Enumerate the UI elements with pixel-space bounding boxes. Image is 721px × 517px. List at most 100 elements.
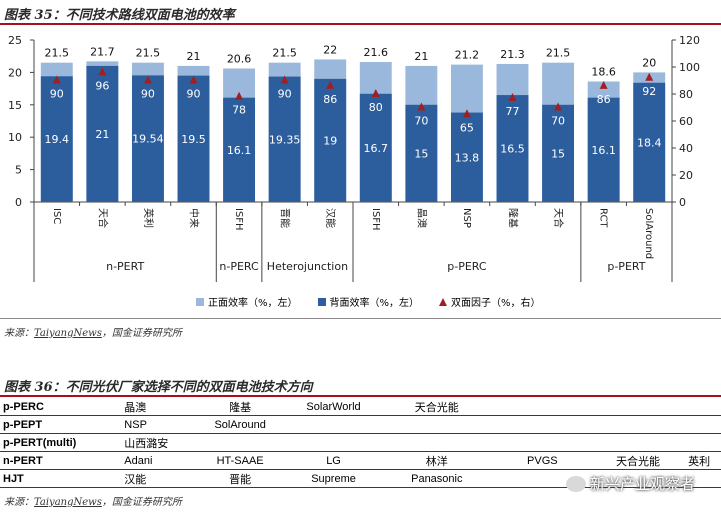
legend-front-label: 正面效率（%，左） — [208, 298, 298, 309]
back-value-label: 15 — [414, 147, 428, 160]
front-value-label: 21.2 — [455, 49, 480, 62]
category-label: ISFH — [233, 208, 244, 231]
left-tick-label: 5 — [15, 164, 22, 177]
legend-front: 正面效率（%，左） — [196, 294, 298, 309]
front-value-label: 21 — [414, 50, 428, 63]
right-tick-label: 0 — [679, 196, 686, 209]
category-label: 隆基 — [507, 208, 520, 228]
tech-manufacturer — [200, 433, 280, 452]
watermark-text: 新兴产业观察者 — [589, 475, 695, 493]
factor-marker — [599, 80, 608, 89]
back-value-label: 19.35 — [269, 133, 301, 146]
legend-back: 背面效率（%，左） — [317, 294, 419, 309]
factor-marker — [280, 75, 289, 84]
tech-manufacturer — [598, 433, 678, 452]
bar-back — [359, 93, 392, 202]
bar-back — [177, 75, 210, 202]
front-value-label: 18.6 — [591, 65, 616, 78]
bar-back — [86, 65, 119, 202]
factor-marker — [371, 89, 380, 97]
factor-value-label: 96 — [95, 79, 109, 92]
tech-manufacturer — [598, 415, 678, 434]
tech-row-label: p-PERC — [0, 398, 123, 416]
tech-manufacturer — [677, 433, 721, 452]
factor-marker — [189, 75, 198, 84]
front-value-label: 21.6 — [364, 46, 389, 59]
bar-back — [633, 82, 666, 202]
figure-35-title: 图表 35：不同技术路线双面电池的效率 — [4, 8, 235, 23]
bar-back — [587, 97, 620, 202]
bar-back — [450, 112, 483, 202]
tech-direction-table: p-PERC 晶澳 隆基 SolarWorld 天合光能 p-PEPT NSP SolArou… — [0, 398, 721, 488]
tech-manufacturer: SolarWorld — [279, 398, 388, 416]
back-value-label: 19 — [323, 134, 337, 147]
source-link[interactable]: TaiyangNews — [34, 328, 102, 339]
tech-manufacturer — [677, 415, 721, 434]
tech-manufacturer — [387, 433, 486, 452]
tech-manufacturer: 山西潞安 — [122, 433, 201, 452]
category-label: NSP — [461, 208, 472, 228]
chart-legend: 正面效率（%，左） 背面效率（%，左） 双面因子（%，右） — [196, 294, 541, 309]
tech-row-label: p-PERT(multi) — [0, 433, 123, 452]
back-value-label: 19.5 — [181, 133, 206, 146]
factor-value-label: 86 — [323, 93, 337, 106]
legend-back-swatch — [317, 297, 326, 306]
tech-manufacturer: HT-SAAE — [200, 451, 280, 470]
category-label: 天合 — [96, 208, 109, 228]
figure-36-source: 来源：TaiyangNews，国金证券研究所 — [4, 493, 182, 508]
tech-manufacturer — [598, 398, 678, 416]
factor-marker — [417, 102, 426, 111]
efficiency-chart: 0 5 10 15 20 25 0 20 40 60 80 100 120 21.5 19.4 90 ISC 21… — [8, 34, 700, 282]
tech-row: n-PERT Adani HT-SAAE LG 林洋 PVGS 天合光能 英利 — [0, 451, 721, 470]
right-tick-label: 80 — [679, 88, 693, 101]
watermark: 新兴产业观察者 — [565, 473, 695, 494]
front-value-label: 21.5 — [136, 47, 161, 60]
bar-back — [40, 76, 73, 202]
back-value-label: 19.4 — [45, 133, 70, 146]
source-link-2[interactable]: TaiyangNews — [34, 497, 102, 508]
tech-row: HJT 汉能 晋能 Supreme Panasonic — [0, 469, 721, 488]
legend-factor-label: 双面因子（%，右） — [451, 298, 541, 309]
tech-row-label: HJT — [0, 469, 123, 488]
factor-value-label: 86 — [597, 93, 611, 106]
front-value-label: 22 — [323, 43, 337, 56]
tech-manufacturer — [279, 433, 388, 452]
tech-manufacturer: Supreme — [279, 469, 388, 488]
tech-manufacturer: 英利 — [677, 451, 721, 470]
tech-row-label: n-PERT — [0, 451, 123, 470]
tech-row: p-PEPT NSP SolAround — [0, 415, 721, 434]
bar-back — [268, 76, 301, 202]
tech-manufacturer: 天合光能 — [387, 398, 486, 416]
tech-manufacturer — [677, 469, 721, 488]
title-rule-2 — [0, 395, 721, 397]
left-tick-label: 10 — [8, 131, 22, 144]
tech-manufacturer — [387, 415, 486, 434]
factor-value-label: 78 — [232, 104, 246, 117]
back-value-label: 16.7 — [364, 142, 389, 155]
category-label: SolAround — [643, 208, 654, 259]
figure-35-source: 来源：TaiyangNews，国金证券研究所 — [4, 324, 182, 339]
back-value-label: 16.5 — [500, 143, 525, 156]
category-label: 晋能 — [279, 208, 292, 228]
category-label: 中来 — [188, 208, 201, 228]
tech-manufacturer: Adani — [122, 451, 201, 470]
bar-back — [314, 78, 347, 202]
source-rest-2: ，国金证券研究所 — [101, 497, 182, 508]
tech-manufacturer: 林洋 — [387, 451, 486, 470]
factor-value-label: 70 — [551, 115, 565, 128]
back-value-label: 19.54 — [132, 133, 164, 146]
figure-36-title: 图表 36：不同光伏厂家选择不同的双面电池技术方向 — [4, 380, 313, 395]
tech-manufacturer — [677, 398, 721, 416]
tech-manufacturer: 天合光能 — [598, 451, 678, 470]
back-value-label: 16.1 — [227, 144, 252, 157]
factor-marker — [645, 72, 654, 81]
title-rule-top — [0, 23, 721, 25]
front-value-label: 21.3 — [500, 48, 525, 61]
factor-marker — [462, 109, 471, 118]
front-value-label: 21.5 — [546, 47, 571, 60]
left-tick-label: 25 — [8, 34, 22, 47]
factor-value-label: 92 — [642, 85, 656, 98]
group-label: n-PERC — [219, 260, 259, 273]
left-tick-label: 20 — [8, 66, 22, 79]
tech-row: p-PERC 晶澳 隆基 SolarWorld 天合光能 — [0, 398, 721, 416]
